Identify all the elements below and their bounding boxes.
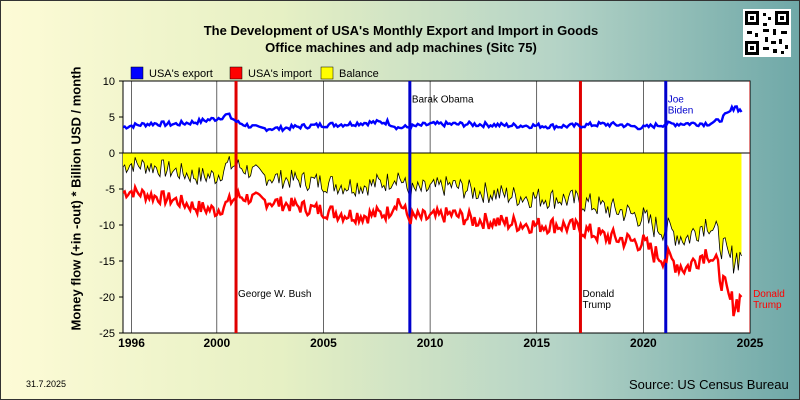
y-tick-label: -10: [99, 220, 115, 232]
x-tick-label: 2015: [523, 336, 550, 350]
president-label: Donald: [582, 289, 614, 300]
x-tick-label: 2020: [630, 336, 657, 350]
source-label: Source: US Census Bureau: [629, 377, 789, 392]
y-tick-label: 10: [103, 76, 115, 88]
president-label: George W. Bush: [238, 289, 311, 300]
president-label: Donald: [753, 289, 785, 300]
president-label: Biden: [668, 106, 694, 117]
x-tick-label: 2000: [203, 336, 230, 350]
legend-swatch: [130, 66, 144, 80]
legend-label: USA's export: [149, 68, 213, 80]
y-tick-label: 5: [109, 112, 115, 124]
balance-area: [123, 153, 742, 274]
president-label: Barak Obama: [412, 95, 474, 106]
president-label: Joe: [668, 95, 685, 106]
y-tick-label: -15: [99, 256, 115, 268]
export-series-line: [123, 104, 743, 133]
chart-title-line1: The Development of USA's Monthly Export …: [203, 23, 599, 38]
y-tick-label: -20: [99, 292, 115, 304]
import-series-line: [123, 182, 743, 317]
president-label: Trump: [753, 300, 782, 311]
y-tick-label: -5: [105, 184, 115, 196]
legend-label: USA's import: [248, 68, 312, 80]
x-tick-label: 2025: [737, 336, 764, 350]
x-tick-label: 2005: [310, 336, 337, 350]
legend-swatch: [320, 66, 334, 80]
x-tick-label: 1996: [118, 336, 145, 350]
date-stamp: 31.7.2025: [26, 379, 67, 389]
legend-label: Balance: [339, 68, 379, 80]
balance-line: [123, 156, 742, 274]
legend-swatch: [229, 66, 243, 80]
chart-title-line2: Office machines and adp machines (Sitc 7…: [265, 40, 537, 55]
x-tick-label: 2010: [417, 336, 444, 350]
president-label: Trump: [582, 300, 611, 311]
y-tick-label: -25: [99, 328, 115, 340]
qr-code-icon: [743, 9, 791, 57]
y-tick-label: 0: [109, 148, 115, 160]
